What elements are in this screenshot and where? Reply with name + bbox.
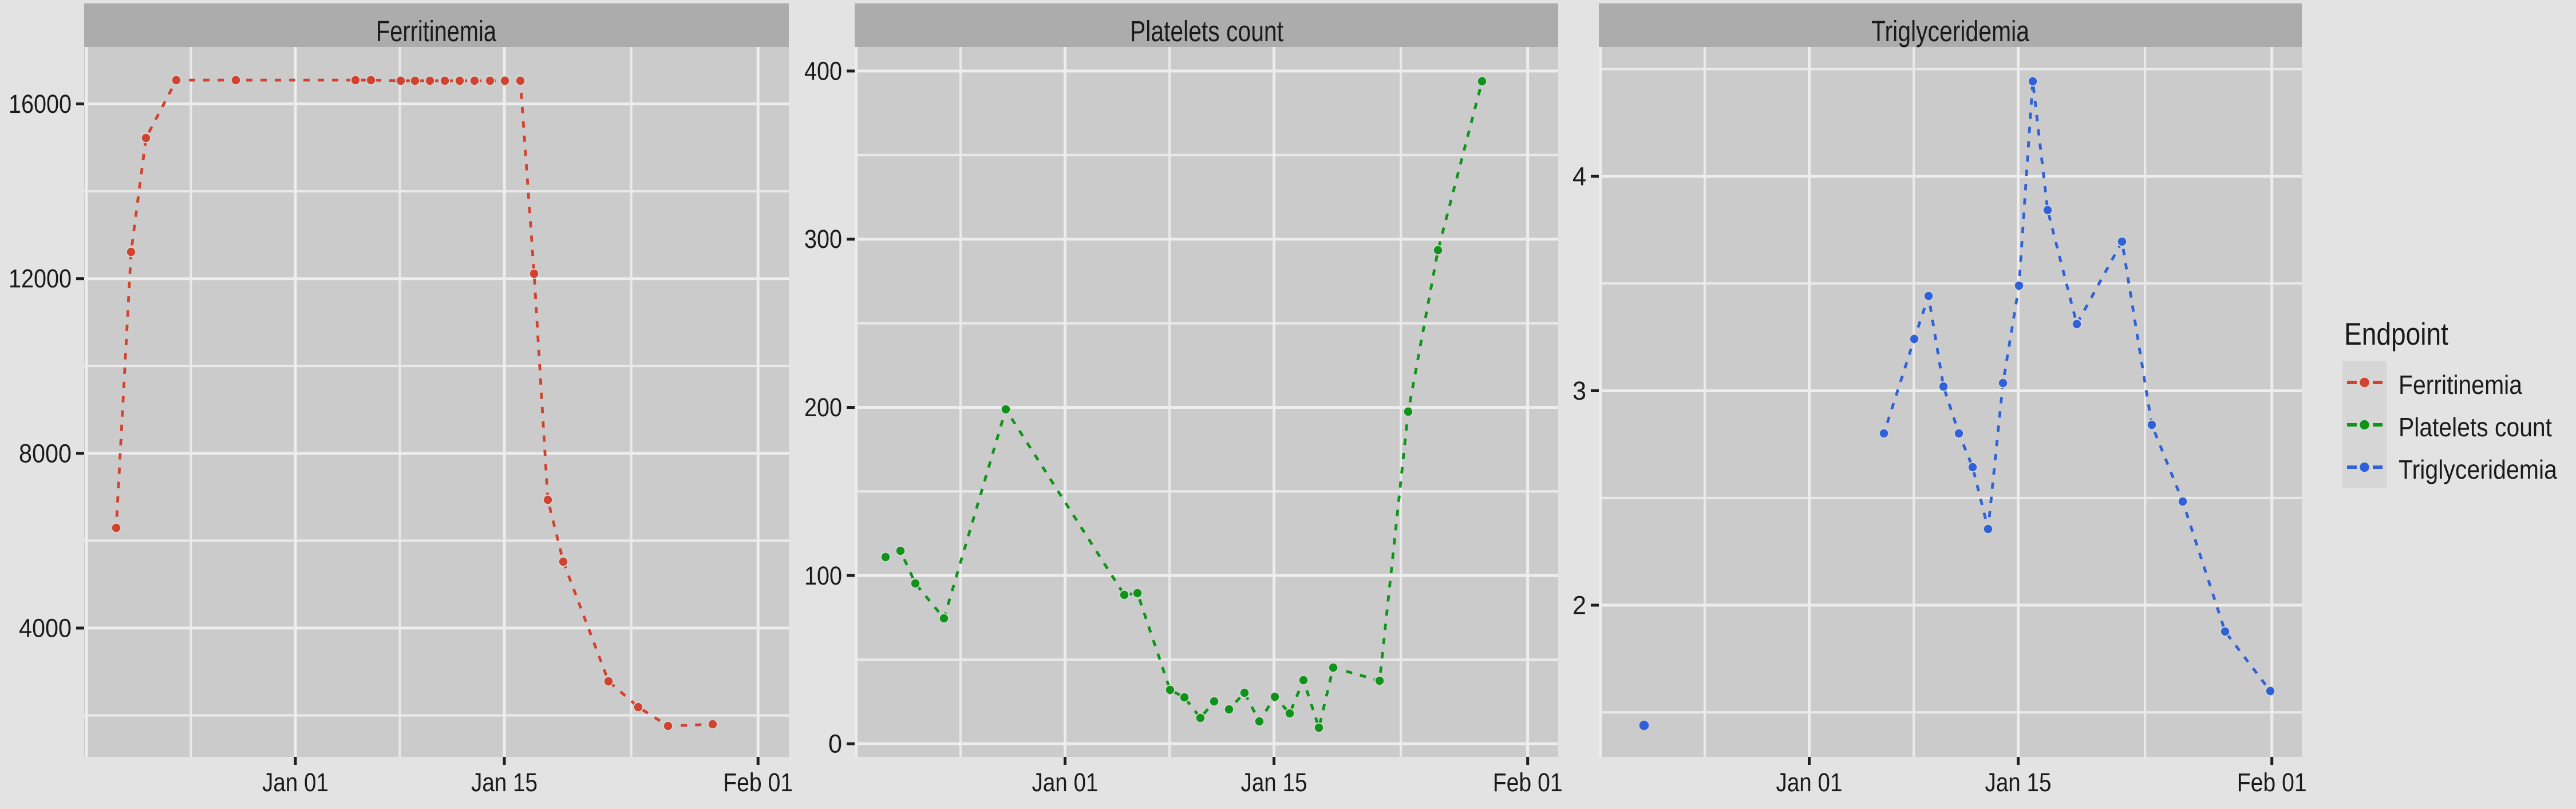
svg-text:0: 0 — [828, 729, 842, 759]
svg-text:100: 100 — [804, 561, 842, 590]
svg-text:200: 200 — [804, 393, 842, 422]
svg-text:Jan 15: Jan 15 — [471, 768, 538, 797]
svg-text:Jan 01: Jan 01 — [262, 768, 329, 797]
svg-text:Jan 15: Jan 15 — [1241, 768, 1307, 797]
svg-text:8000: 8000 — [19, 439, 72, 468]
svg-text:16000: 16000 — [9, 89, 72, 119]
svg-text:Triglyceridemia: Triglyceridemia — [2399, 455, 2557, 484]
svg-text:Feb 01: Feb 01 — [2237, 768, 2307, 797]
svg-text:Feb 01: Feb 01 — [723, 768, 793, 797]
svg-text:12000: 12000 — [9, 264, 72, 293]
svg-text:4000: 4000 — [19, 614, 72, 643]
svg-text:Ferritinemia: Ferritinemia — [376, 15, 496, 48]
svg-text:2: 2 — [1573, 591, 1586, 620]
svg-text:Platelets count: Platelets count — [1130, 15, 1283, 48]
svg-text:3: 3 — [1573, 376, 1586, 405]
svg-text:Ferritinemia: Ferritinemia — [2399, 370, 2522, 400]
svg-text:Jan 15: Jan 15 — [1985, 768, 2052, 797]
svg-text:Jan 01: Jan 01 — [1776, 768, 1843, 797]
svg-text:Feb 01: Feb 01 — [1493, 768, 1563, 797]
svg-text:400: 400 — [804, 57, 842, 86]
svg-text:Platelets count: Platelets count — [2399, 412, 2552, 442]
svg-text:Endpoint: Endpoint — [2344, 316, 2448, 352]
svg-text:4: 4 — [1573, 162, 1586, 191]
svg-text:Triglyceridemia: Triglyceridemia — [1871, 15, 2030, 48]
svg-text:Jan 01: Jan 01 — [1032, 768, 1099, 797]
svg-text:300: 300 — [804, 224, 842, 254]
